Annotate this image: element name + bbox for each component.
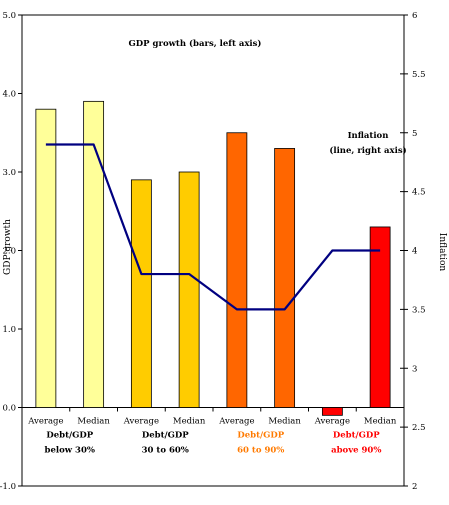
y2-tick-label: 6: [412, 11, 417, 21]
category-label: Median: [364, 417, 397, 427]
category-label: Average: [123, 417, 159, 427]
group-label-line1: Debt/GDP: [46, 431, 93, 441]
group-label-line1: Debt/GDP: [237, 431, 284, 441]
y-tick-label: -1.0: [0, 482, 16, 492]
group-label-line2: above 90%: [331, 446, 381, 456]
y2-tick-label: 5.5: [412, 70, 426, 80]
line-annotation-subtitle: (line, right axis): [329, 145, 406, 156]
y-tick-label: 4.0: [2, 90, 16, 100]
inflation-line: [45, 143, 381, 311]
y2-tick-label: 3.5: [412, 305, 426, 315]
y2-axis-label: Inflation: [437, 233, 447, 272]
bar: [35, 108, 57, 408]
group-label-line1: Debt/GDP: [333, 431, 380, 441]
y2-tick-label: 3: [412, 364, 417, 374]
chart-marks: 5.0 4.0 3.0 2.0 1.0 0.0 -1.0 6 5.5 5 4.5 4 3.5 3 2.5 2 A…: [0, 11, 426, 492]
line-annotation-title: Inflation: [348, 131, 389, 141]
bar: [226, 132, 248, 408]
y-axis-label: GDP growth: [3, 219, 13, 275]
category-label: Average: [218, 417, 254, 427]
category-label: Median: [77, 417, 110, 427]
bar: [274, 148, 296, 408]
category-label: Average: [27, 417, 63, 427]
bar: [83, 100, 105, 408]
y-tick-label: 0.0: [2, 404, 16, 414]
y-tick-label: 5.0: [2, 11, 16, 21]
y-tick-label: 1.0: [2, 325, 16, 335]
y2-tick-label: 2.5: [412, 423, 426, 433]
bar: [369, 226, 391, 408]
y-tick-label: 2.0: [2, 247, 16, 257]
bars-annotation: GDP growth (bars, left axis): [129, 38, 262, 49]
y2-tick-label: 2: [412, 482, 417, 492]
y-tick-label: 3.0: [2, 168, 16, 178]
group-label-line2: 60 to 90%: [237, 446, 284, 456]
y2-tick-label: 5: [412, 129, 417, 139]
y2-tick-label: 4: [412, 247, 417, 257]
group-label-line2: below 30%: [45, 446, 95, 456]
category-label: Median: [268, 417, 301, 427]
bar: [178, 171, 200, 408]
group-label-line2: 30 to 60%: [142, 446, 189, 456]
bar: [130, 179, 152, 408]
category-label: Average: [314, 417, 350, 427]
group-label-line1: Debt/GDP: [142, 431, 189, 441]
bar: [321, 407, 343, 416]
category-label: Median: [173, 417, 206, 427]
y2-tick-label: 4.5: [412, 188, 426, 198]
